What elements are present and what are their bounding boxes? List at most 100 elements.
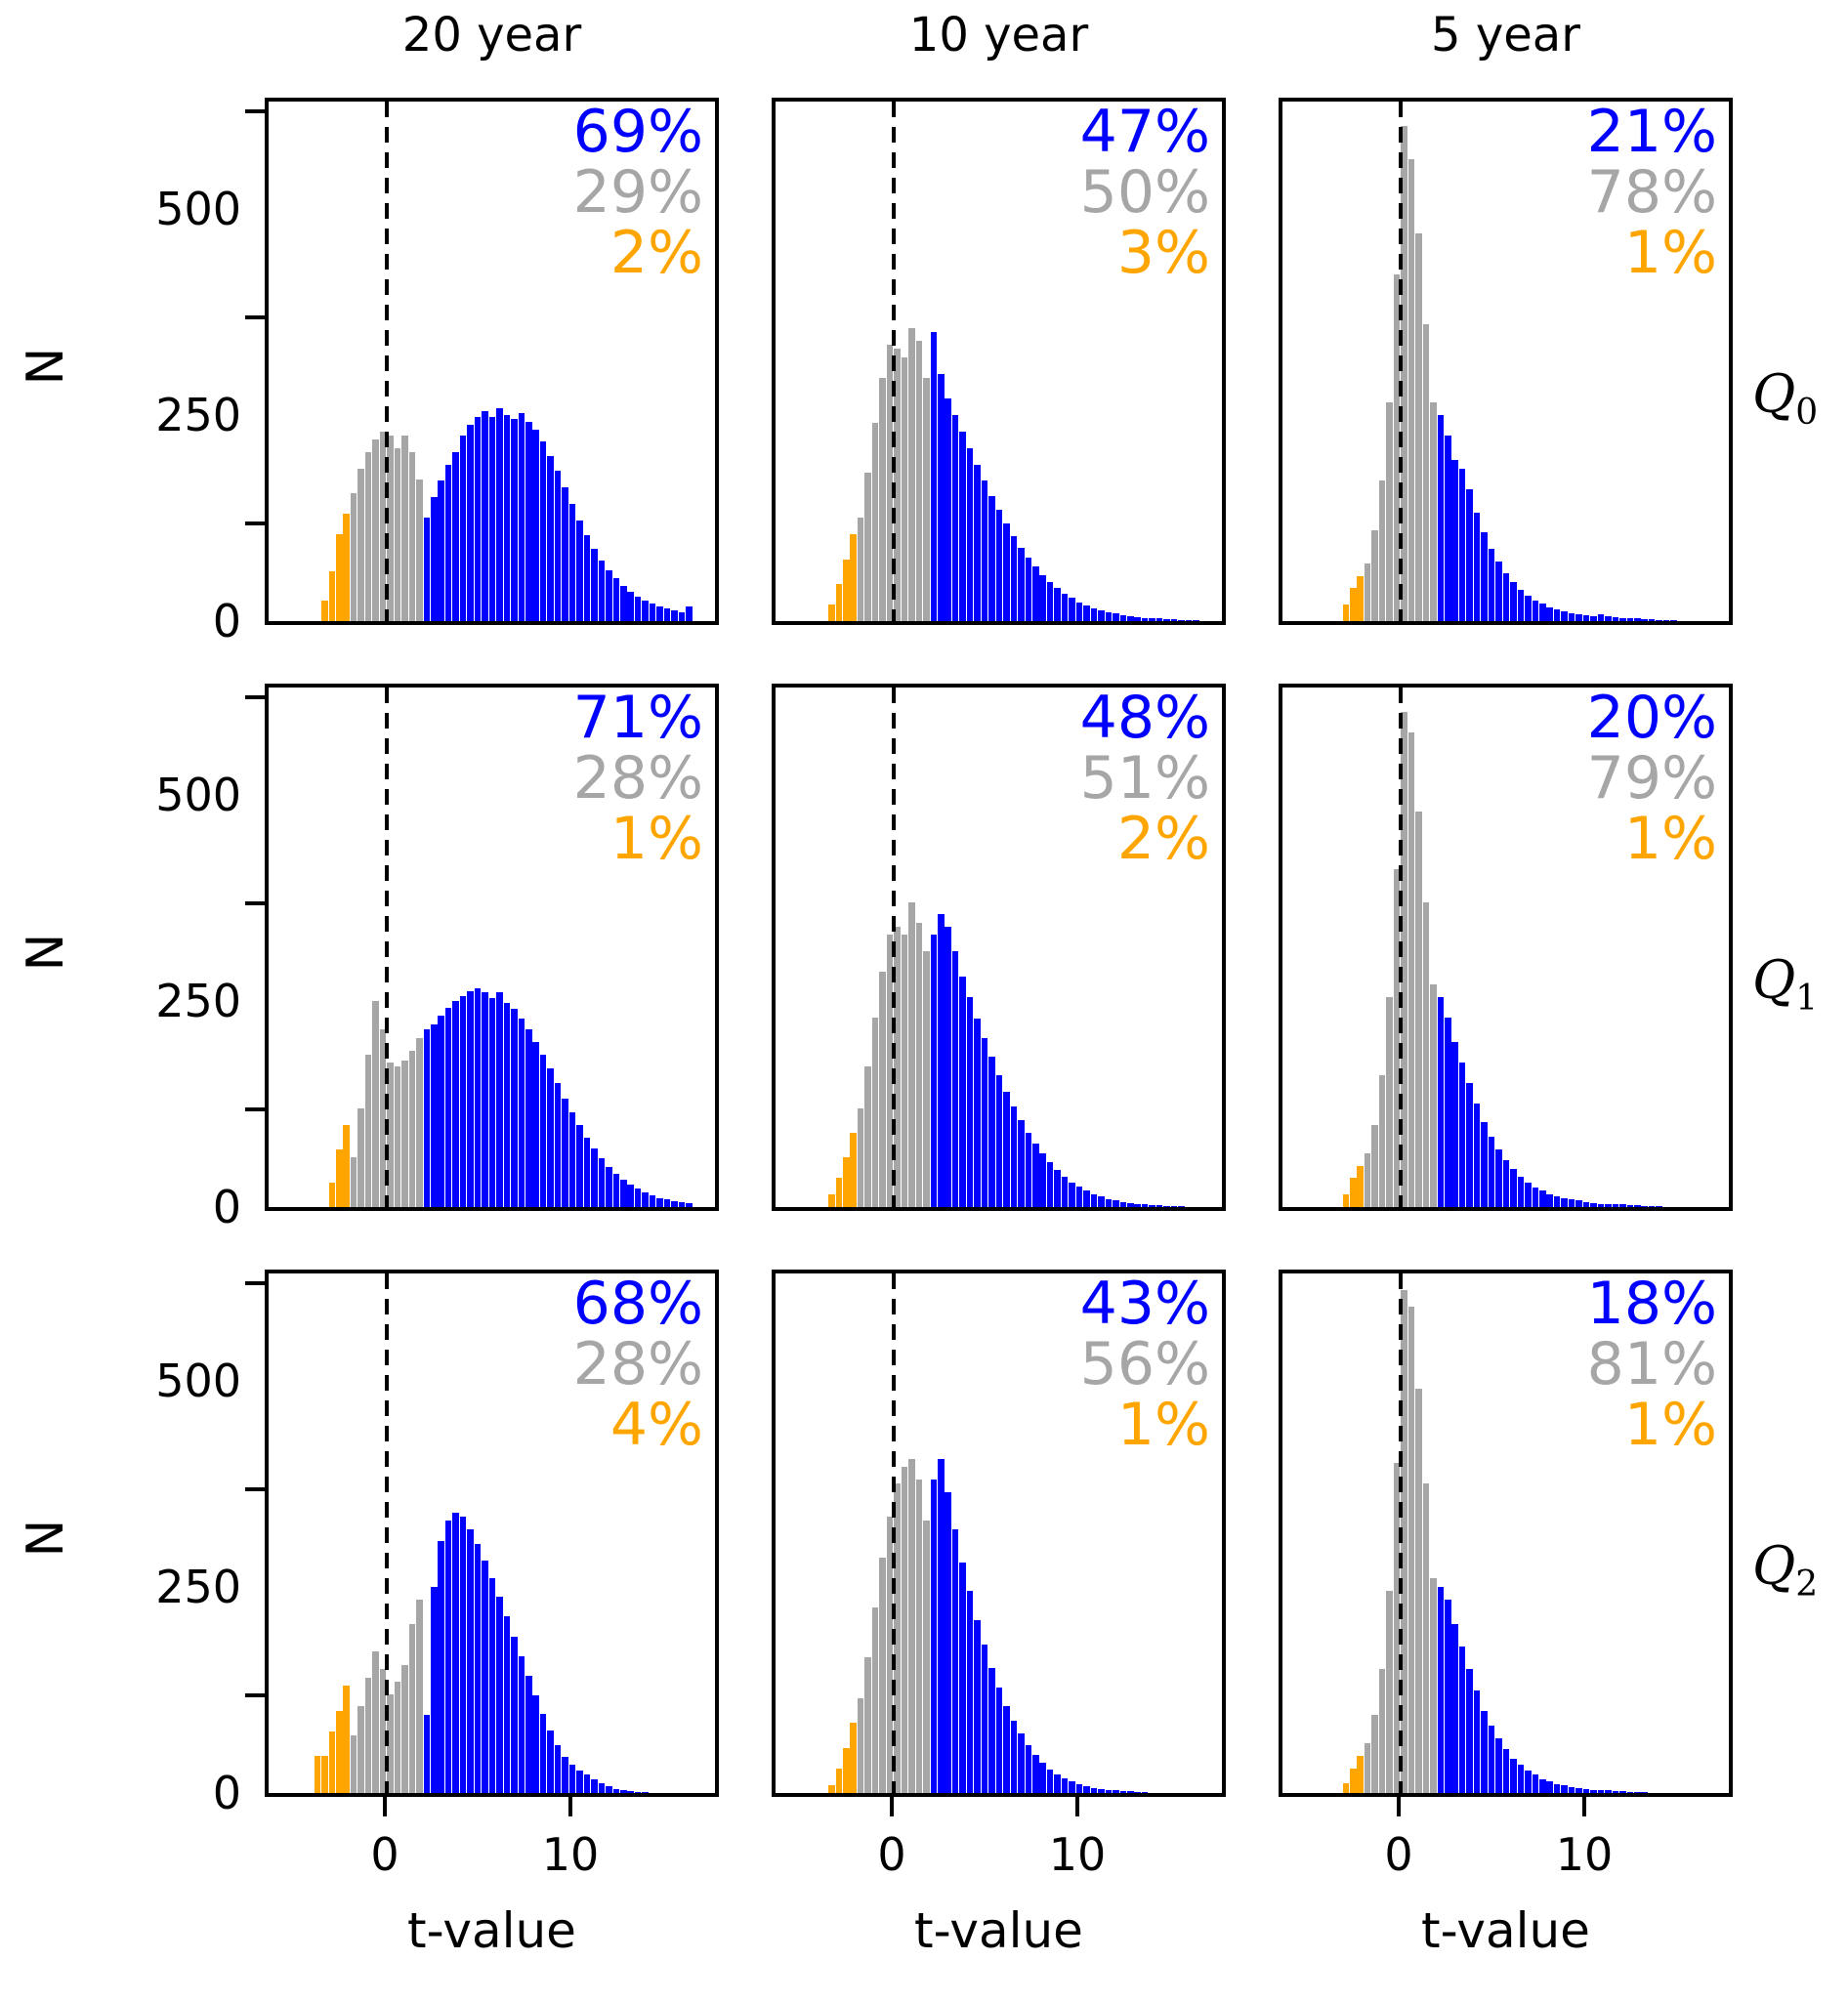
histogram-bar <box>627 1185 634 1207</box>
zero-dashed-line <box>1399 1273 1404 1793</box>
histogram-bar <box>938 1459 945 1793</box>
histogram-bar <box>1473 512 1481 621</box>
y-tick-0: 0 <box>212 1767 241 1819</box>
histogram-bar <box>1626 1792 1634 1793</box>
histogram-bar <box>857 1107 864 1207</box>
y-tickmark <box>245 1281 265 1285</box>
percent-blue: 68% <box>572 1270 703 1338</box>
histogram-bar <box>1539 1190 1546 1207</box>
histogram-bar <box>496 1597 503 1793</box>
histogram-bar <box>452 1000 459 1207</box>
histogram-bar <box>408 1050 416 1207</box>
y-tick-500: 500 <box>155 183 241 235</box>
histogram-bar <box>1371 1714 1378 1793</box>
histogram-bar <box>1445 1599 1451 1793</box>
percent-annotations: 43% 56% 1% <box>1080 1273 1210 1455</box>
histogram-bar <box>372 439 379 621</box>
histogram-bar <box>1098 610 1105 621</box>
histogram-bar <box>336 534 343 621</box>
histogram-bar <box>1170 619 1178 621</box>
histogram-bar <box>364 451 372 621</box>
histogram-bar <box>1061 1777 1069 1793</box>
histogram-bar <box>1046 1162 1054 1207</box>
histogram-bar <box>1561 1197 1568 1207</box>
histogram-bar <box>1046 1769 1054 1793</box>
histogram-bar <box>1075 602 1083 621</box>
histogram-bar <box>1163 1206 1170 1207</box>
zero-dashed-line <box>385 102 390 621</box>
histogram-bar <box>350 493 357 621</box>
histogram-bar <box>1495 1738 1502 1793</box>
histogram-bar <box>598 1158 606 1207</box>
histogram-bar <box>554 1083 562 1207</box>
histogram-bar <box>482 410 488 621</box>
histogram-bar <box>1553 1783 1561 1793</box>
histogram-bar <box>1061 1176 1069 1207</box>
histogram-bar <box>1127 615 1134 621</box>
histogram-bar <box>357 468 364 621</box>
histogram-bar <box>1539 1778 1546 1793</box>
histogram-bar <box>379 431 387 621</box>
histogram-bar <box>539 1713 547 1793</box>
histogram-bar <box>627 1791 634 1793</box>
y-tickmark <box>245 1487 265 1491</box>
histogram-bar <box>995 1074 1003 1207</box>
histogram-bar <box>671 1201 678 1207</box>
histogram-bar <box>966 996 974 1207</box>
percent-gray: 28% <box>572 1330 703 1398</box>
histogram-bar <box>1466 1083 1473 1207</box>
histogram-bar <box>1619 1791 1626 1793</box>
histogram-bar <box>416 479 423 621</box>
histogram-bar <box>1401 126 1407 621</box>
histogram-bar <box>864 1656 871 1793</box>
histogram-bar <box>583 535 591 621</box>
histogram-bar <box>1083 605 1090 621</box>
histogram-bar <box>1546 1781 1554 1793</box>
histogram-bar <box>321 1756 328 1793</box>
histogram-bar <box>525 1676 532 1793</box>
histogram-bar <box>379 1669 387 1793</box>
histogram-bar <box>394 1682 401 1793</box>
histogram-bar <box>562 487 568 621</box>
histogram-bar <box>321 600 328 621</box>
histogram-bar <box>894 926 901 1207</box>
histogram-bar <box>1386 996 1393 1207</box>
histogram-bar <box>1371 1124 1378 1207</box>
histogram-bar <box>959 1562 966 1793</box>
histogram-bar <box>1155 1205 1163 1207</box>
histogram-bar <box>871 1607 879 1793</box>
percent-orange: 1% <box>1623 219 1717 287</box>
histogram-bar <box>923 1521 930 1793</box>
histogram-bar <box>1430 402 1437 621</box>
histogram-bar <box>1193 620 1199 621</box>
percent-gray: 79% <box>1586 744 1717 813</box>
histogram-bar <box>923 951 930 1207</box>
histogram-bar <box>886 345 894 621</box>
histogram-bar <box>908 1459 915 1793</box>
histogram-bar <box>1141 617 1149 621</box>
histogram-bar <box>663 1199 671 1207</box>
histogram-bar <box>1488 548 1495 621</box>
column-title-20-year: 20 year <box>401 8 582 63</box>
histogram-bar <box>1656 620 1662 621</box>
histogram-bar <box>1003 1091 1010 1207</box>
histogram-bar <box>518 1655 525 1793</box>
histogram-bar <box>576 1125 583 1207</box>
histogram-bar <box>438 1541 445 1793</box>
histogram-bar <box>901 935 908 1207</box>
percent-blue: 47% <box>1079 98 1210 166</box>
histogram-bar <box>1378 1074 1386 1207</box>
histogram-bar <box>1568 1199 1575 1207</box>
plot-area <box>269 102 715 621</box>
histogram-bar <box>981 1037 988 1207</box>
histogram-bar <box>1046 582 1054 621</box>
histogram-bar <box>1590 1202 1597 1207</box>
histogram-bar <box>525 1029 532 1207</box>
histogram-bar <box>1149 1205 1155 1207</box>
histogram-bar <box>1561 1785 1568 1793</box>
histogram-bar <box>1119 1791 1127 1793</box>
histogram-bar <box>1502 1749 1510 1793</box>
histogram-bar <box>915 922 923 1207</box>
histogram-bar <box>901 1467 908 1793</box>
histogram-bar <box>583 1774 591 1793</box>
